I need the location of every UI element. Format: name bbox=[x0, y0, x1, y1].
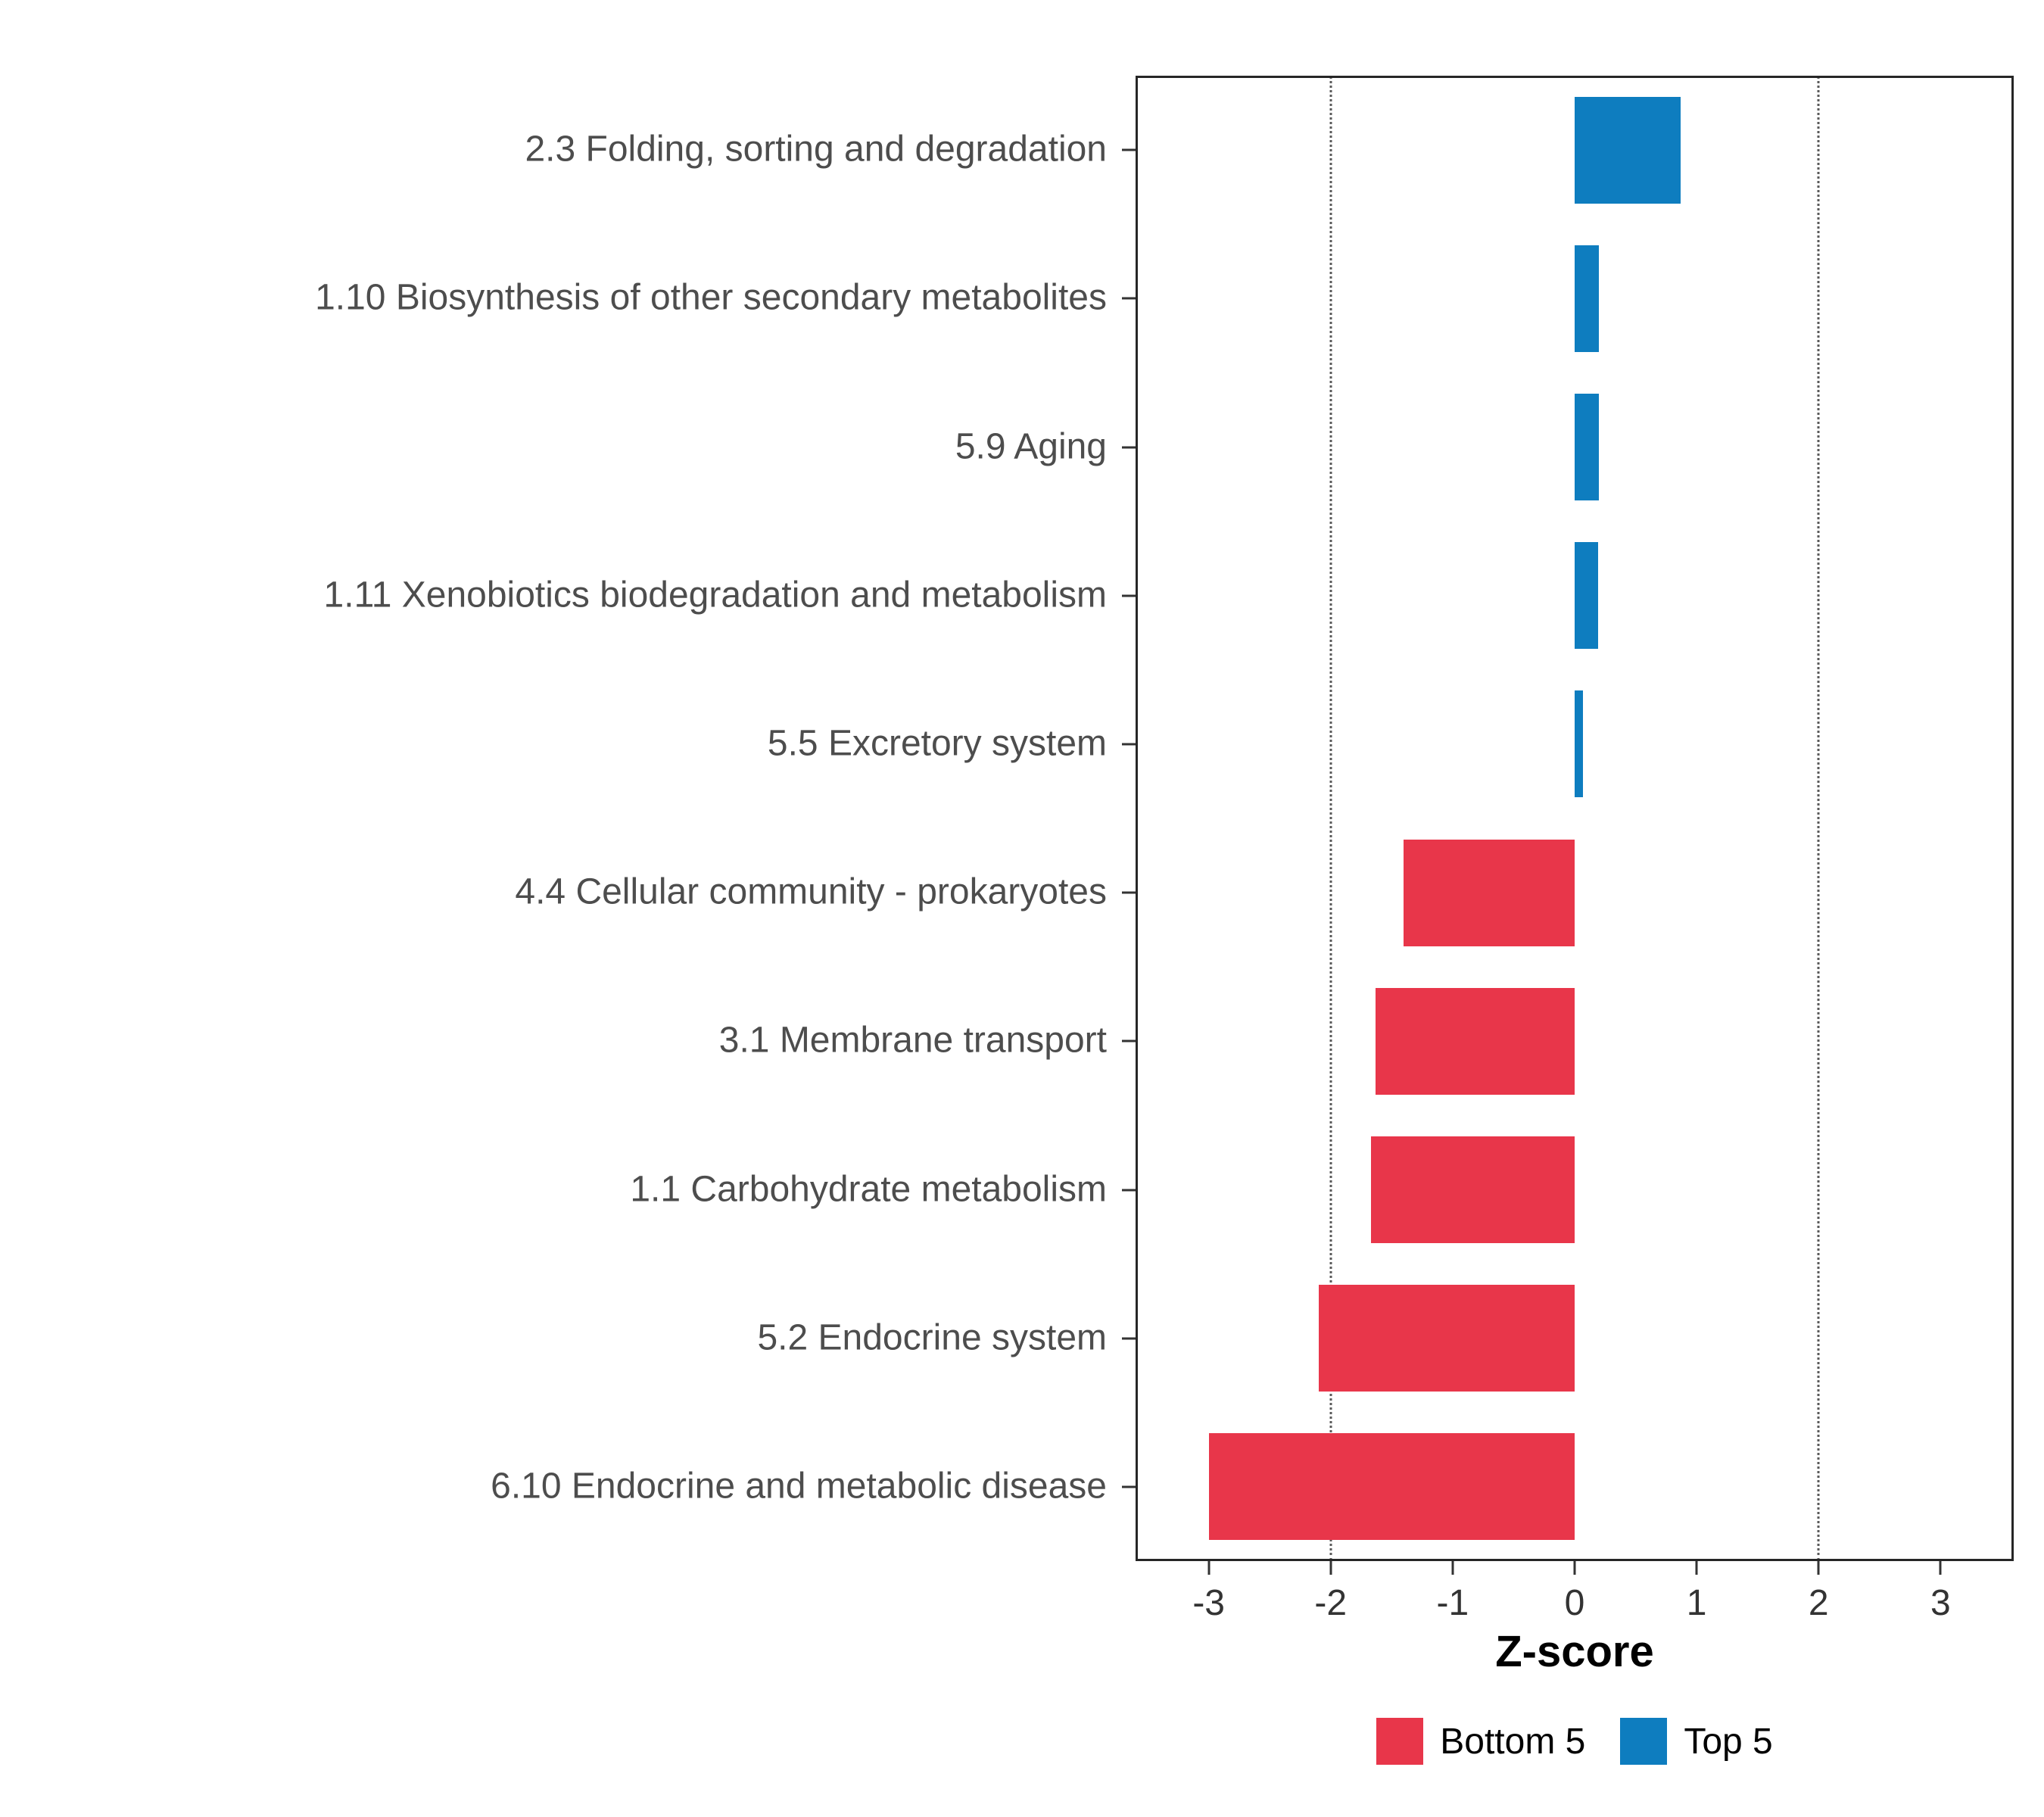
reference-line bbox=[1329, 76, 1332, 1561]
category-label: 4.4 Cellular community - prokaryotes bbox=[515, 871, 1107, 912]
category-label: 5.2 Endocrine system bbox=[757, 1317, 1107, 1358]
reference-line bbox=[1817, 76, 1820, 1561]
legend-swatch-top5 bbox=[1620, 1718, 1668, 1765]
x-tick-label: 0 bbox=[1564, 1583, 1585, 1623]
bar bbox=[1404, 839, 1575, 946]
bar bbox=[1370, 1136, 1575, 1243]
x-axis-tick bbox=[1573, 1561, 1576, 1575]
category-label: 5.5 Excretory system bbox=[767, 723, 1107, 764]
x-tick-label: 1 bbox=[1686, 1583, 1707, 1623]
bar bbox=[1208, 1433, 1575, 1541]
y-axis-tick bbox=[1122, 297, 1136, 300]
y-axis-tick bbox=[1122, 1485, 1136, 1488]
category-label: 1.11 Xenobiotics biodegradation and meta… bbox=[323, 575, 1107, 616]
legend-item: Top 5 bbox=[1620, 1718, 1773, 1765]
x-axis-tick bbox=[1207, 1561, 1211, 1575]
x-axis-title: Z-score bbox=[1495, 1627, 1654, 1676]
legend-swatch-bottom5 bbox=[1376, 1718, 1424, 1765]
legend: Bottom 5 Top 5 bbox=[1136, 1707, 2014, 1775]
y-axis-tick bbox=[1122, 1189, 1136, 1191]
legend-label-top5: Top 5 bbox=[1684, 1721, 1773, 1762]
bar bbox=[1575, 394, 1600, 500]
x-axis-tick bbox=[1817, 1561, 1820, 1575]
y-axis-tick bbox=[1122, 891, 1136, 894]
y-axis-tick bbox=[1122, 148, 1136, 151]
x-axis-tick bbox=[1329, 1561, 1332, 1575]
bar bbox=[1575, 96, 1681, 204]
y-axis-tick bbox=[1122, 594, 1136, 597]
legend-label-bottom5: Bottom 5 bbox=[1440, 1721, 1586, 1762]
category-label: 1.10 Biosynthesis of other secondary met… bbox=[315, 277, 1107, 318]
category-label: 5.9 Aging bbox=[955, 426, 1107, 467]
x-axis-tick bbox=[1939, 1561, 1942, 1575]
x-tick-label: -2 bbox=[1314, 1583, 1348, 1623]
x-tick-label: 2 bbox=[1808, 1583, 1829, 1623]
legend-item: Bottom 5 bbox=[1376, 1718, 1585, 1765]
bar bbox=[1376, 987, 1575, 1095]
bar bbox=[1318, 1285, 1575, 1392]
y-axis-tick bbox=[1122, 1039, 1136, 1043]
bar bbox=[1575, 690, 1584, 798]
y-axis-tick bbox=[1122, 1337, 1136, 1340]
x-axis-tick bbox=[1695, 1561, 1698, 1575]
x-tick-label: -3 bbox=[1192, 1583, 1225, 1623]
y-axis-tick bbox=[1122, 743, 1136, 746]
category-label: 2.3 Folding, sorting and degradation bbox=[525, 129, 1107, 170]
x-tick-label: -1 bbox=[1436, 1583, 1469, 1623]
category-label: 1.1 Carbohydrate metabolism bbox=[630, 1169, 1107, 1210]
y-axis-tick bbox=[1122, 446, 1136, 448]
x-tick-label: 3 bbox=[1930, 1583, 1951, 1623]
category-label: 6.10 Endocrine and metabolic disease bbox=[491, 1466, 1107, 1507]
plot-panel bbox=[1136, 76, 2014, 1561]
x-axis-tick bbox=[1451, 1561, 1454, 1575]
bar bbox=[1575, 245, 1600, 352]
bar bbox=[1575, 542, 1598, 650]
category-label: 3.1 Membrane transport bbox=[718, 1020, 1107, 1061]
